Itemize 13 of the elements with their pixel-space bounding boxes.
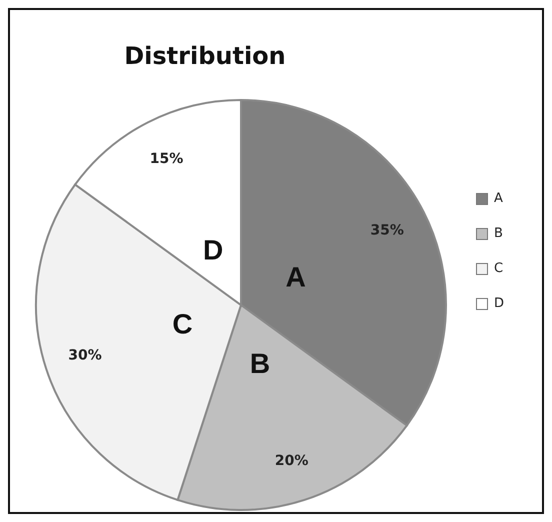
legend-label: A: [494, 191, 503, 206]
category-label: D: [494, 296, 504, 311]
slice-label: A: [286, 262, 306, 293]
chart-title: Distribution: [123, 42, 287, 70]
data-label: 30%: [68, 348, 102, 364]
category-label: C: [494, 261, 504, 276]
slice-label: B: [250, 348, 270, 379]
legend-label: B: [494, 226, 503, 241]
data-label: 20%: [274, 452, 308, 469]
slice-label: C: [172, 308, 193, 340]
data-label: 35%: [370, 222, 404, 239]
slice-label: D: [202, 234, 224, 266]
data-label: 15%: [150, 150, 184, 167]
